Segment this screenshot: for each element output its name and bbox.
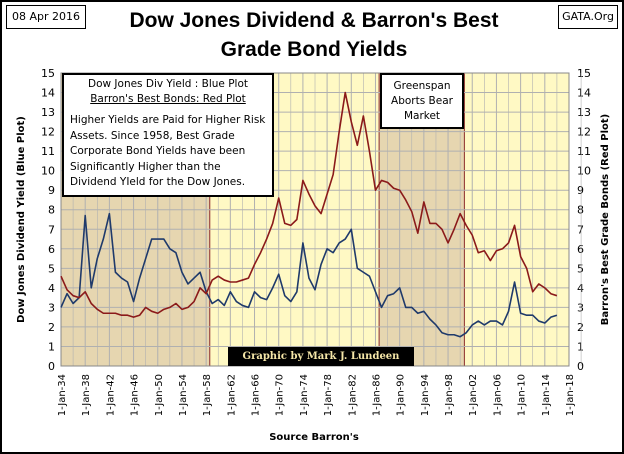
- x-tick-label: 1-Jan-74: [299, 374, 310, 416]
- y2-tick-label: 5: [577, 262, 584, 275]
- y2-tick-label: 12: [577, 126, 591, 139]
- y-tick-label: 13: [41, 106, 55, 119]
- y-tick-label: 12: [41, 126, 55, 139]
- y-tick-label: 15: [41, 67, 55, 80]
- plot-border: [60, 72, 570, 367]
- y2-tick-label: 11: [577, 145, 591, 158]
- x-tick-label: 1-Jan-18: [565, 374, 576, 416]
- site-label: GATA.Org: [558, 5, 618, 29]
- y2-tick-label: 0: [577, 360, 584, 373]
- date-label: 08 Apr 2016: [6, 5, 86, 29]
- x-tick-label: 1-Jan-06: [492, 374, 503, 416]
- x-tick-label: 1-Jan-82: [347, 374, 358, 416]
- legend-blue: Dow Jones Div Yield : Blue Plot: [87, 78, 248, 90]
- y-tick-label: 2: [48, 321, 55, 334]
- y2-tick-label: 15: [577, 67, 591, 80]
- y2-tick-label: 10: [577, 165, 591, 178]
- y-tick-label: 11: [41, 145, 55, 158]
- y-tick-label: 4: [48, 282, 55, 295]
- greenspan-annotation: Greenspan Aborts Bear Market: [380, 73, 464, 129]
- x-tick-label: 1-Jan-54: [178, 374, 189, 416]
- y-tick-label: 3: [48, 301, 55, 314]
- legend-box: Dow Jones Div Yield : Blue Plot Barron's…: [62, 73, 274, 197]
- y-tick-label: 9: [48, 184, 55, 197]
- legend-note: Higher Yields are Paid for Higher Risk A…: [70, 114, 266, 188]
- x-tick-label: 1-Jan-78: [323, 374, 334, 416]
- y-axis-label: Dow Jones Dividend Yield (Blue Plot): [16, 116, 27, 323]
- y2-tick-label: 6: [577, 243, 584, 256]
- y-tick-label: 14: [41, 87, 55, 100]
- y2-tick-label: 14: [577, 87, 591, 100]
- x-tick-label: 1-Jan-34: [57, 374, 68, 416]
- credit-label: Graphic by Mark J. Lundeen: [228, 347, 414, 366]
- x-tick-label: 1-Jan-98: [444, 374, 455, 416]
- y2-tick-label: 7: [577, 223, 584, 236]
- y-tick-label: 5: [48, 262, 55, 275]
- y-tick-label: 7: [48, 223, 55, 236]
- y2-tick-label: 1: [577, 340, 584, 353]
- x-tick-label: 1-Jan-42: [105, 374, 116, 416]
- y-tick-label: 10: [41, 165, 55, 178]
- y2-tick-label: 2: [577, 321, 584, 334]
- x-tick-label: 1-Jan-62: [226, 374, 237, 416]
- x-tick-label: 1-Jan-70: [275, 374, 286, 416]
- x-tick-label: 1-Jan-90: [396, 374, 407, 416]
- chart-title: Dow Jones Dividend & Barron's Best Grade…: [129, 9, 499, 61]
- y-tick-label: 0: [48, 360, 55, 373]
- x-axis-label: Source Barron's: [269, 432, 359, 443]
- y-tick-label: 6: [48, 243, 55, 256]
- y2-tick-label: 9: [577, 184, 584, 197]
- y2-tick-label: 8: [577, 204, 584, 217]
- x-tick-label: 1-Jan-14: [541, 374, 552, 416]
- x-tick-label: 1-Jan-46: [130, 374, 141, 416]
- y2-tick-label: 4: [577, 282, 584, 295]
- y2-tick-label: 3: [577, 301, 584, 314]
- y2-tick-label: 13: [577, 106, 591, 119]
- legend-red: Barron's Best Bonds: Red Plot: [90, 93, 246, 105]
- x-tick-label: 1-Jan-86: [371, 374, 382, 416]
- x-tick-label: 1-Jan-66: [251, 374, 262, 416]
- x-tick-label: 1-Jan-50: [154, 374, 165, 416]
- series-line-red: [60, 91, 558, 318]
- x-tick-label: 1-Jan-02: [468, 374, 479, 416]
- y2-axis-label: Barron's Best Grade Bonds (Red Plot): [600, 114, 611, 326]
- y-tick-label: 8: [48, 204, 55, 217]
- x-tick-label: 1-Jan-10: [517, 374, 528, 416]
- x-tick-label: 1-Jan-58: [202, 374, 213, 416]
- y-tick-label: 1: [48, 340, 55, 353]
- x-tick-label: 1-Jan-38: [81, 374, 92, 416]
- x-tick-label: 1-Jan-94: [420, 374, 431, 416]
- series-line-blue: [60, 212, 558, 338]
